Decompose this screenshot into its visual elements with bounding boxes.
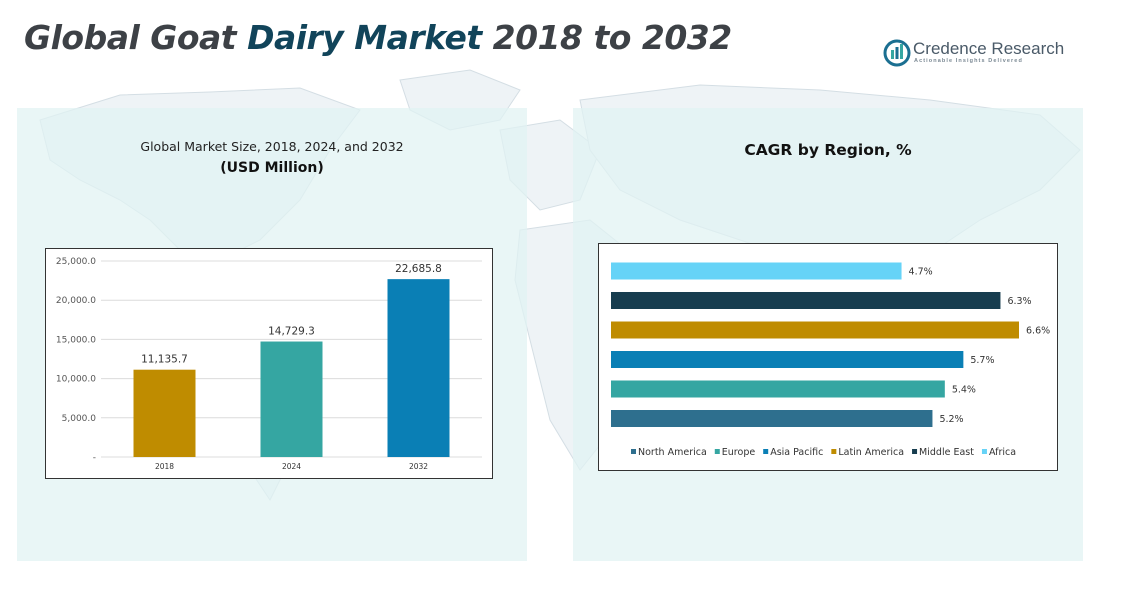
legend-label: Middle East [919,447,974,458]
market-size-unit: (USD Million) [220,160,324,176]
credence-logo-icon [883,39,911,67]
cagr-chart-box: 4.7% 6.3% 6.6% 5.7% 5.4% 5.2% North America Eur… [598,243,1058,471]
x-tick-label: 2032 [409,462,428,471]
y-tick-label: 20,000.0 [56,296,96,306]
market-size-bar-chart: - 5,000.0 10,000.0 15,000.0 20,000.0 25,000.0… [56,257,482,471]
bar [611,321,1019,339]
y-tick-label: 15,000.0 [56,335,96,345]
legend-label: Latin America [838,447,904,458]
bar [387,279,450,457]
data-label: 14,729.3 [268,326,315,338]
data-label: 6.6% [1026,326,1050,337]
x-tick-label: 2018 [155,462,174,471]
legend-label: Asia Pacific [770,447,823,458]
market-size-chart-box: - 5,000.0 10,000.0 15,000.0 20,000.0 25,000.0… [45,248,493,479]
data-label: 5.7% [970,355,994,366]
legend-swatch [831,449,837,454]
bar [611,380,945,398]
brand-name: Credence Research [913,39,1065,58]
brand-logo: Credence Research Actionable Insights De… [883,38,1073,72]
data-label: 5.4% [952,385,976,396]
title-part-2: Dairy Market [247,18,482,57]
market-size-subtitle: Global Market Size, 2018, 2024, and 2032 [140,139,404,154]
legend-swatch [631,449,636,454]
bar [611,262,902,280]
x-tick-label: 2024 [282,462,301,471]
title-part-1: Global Goat [24,18,248,57]
bar [260,341,323,457]
data-label: 5.2% [939,414,963,425]
legend-swatch [714,449,720,454]
bar [611,410,933,427]
bar [133,369,196,457]
y-tick-label: 5,000.0 [62,414,97,424]
bar [611,351,964,368]
data-label: 6.3% [1007,296,1031,307]
data-label: 4.7% [909,267,933,278]
legend-label: Europe [722,447,756,458]
legend-swatch [981,449,987,454]
legend-swatch [763,449,769,454]
y-tick-label: 25,000.0 [56,257,96,267]
legend-swatch [912,449,918,454]
title-part-3: 2018 to 2032 [481,18,733,57]
cagr-title: CAGR by Region, % [744,141,912,159]
y-tick-label: 10,000.0 [56,375,96,385]
y-tick-label: - [93,453,96,463]
legend-label: North America [638,447,707,458]
brand-tagline: Actionable Insights Delivered [914,58,1023,64]
page-title: Global Goat Dairy Market 2018 to 2032 [24,18,732,57]
cagr-bar-chart: 4.7% 6.3% 6.6% 5.7% 5.4% 5.2% North America Eur… [611,262,1050,458]
data-label: 11,135.7 [141,354,188,366]
bar [611,292,1001,309]
legend-label: Africa [989,447,1016,458]
data-label: 22,685.8 [395,263,442,275]
